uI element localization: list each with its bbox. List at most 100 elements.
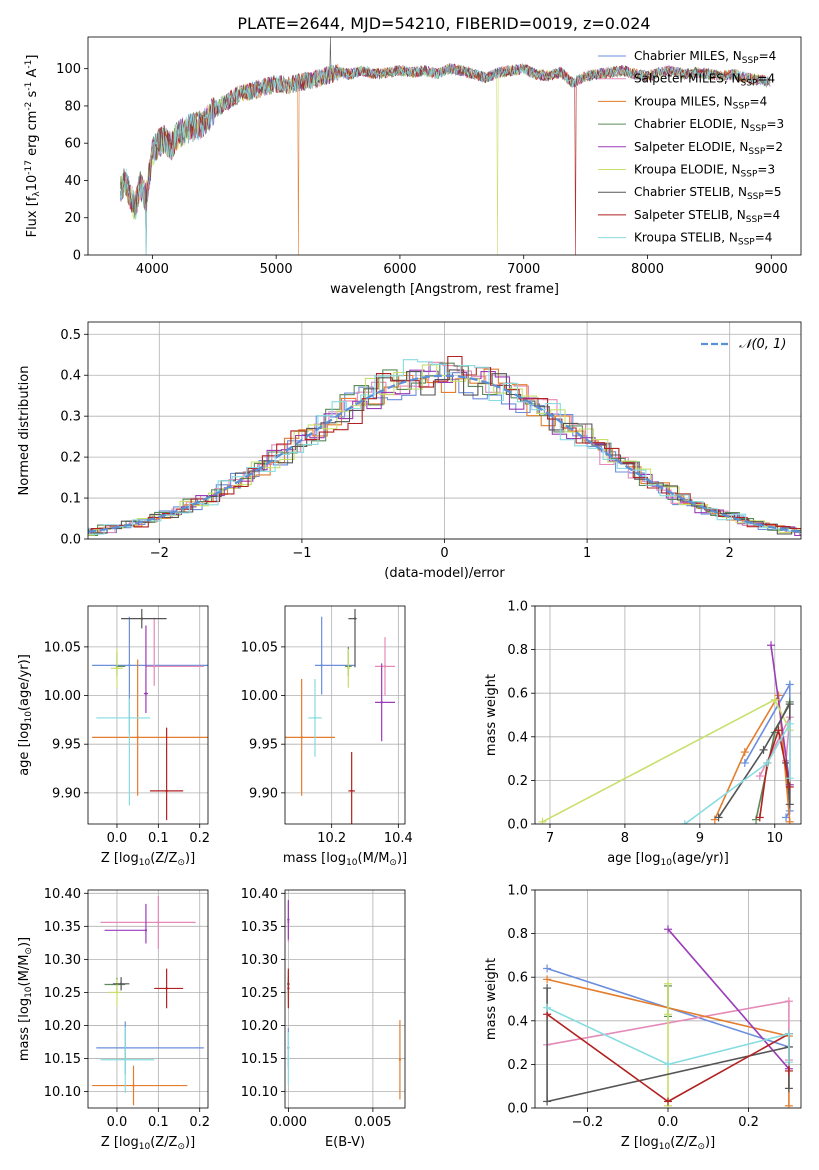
y-tick-label: 0.1 bbox=[60, 492, 81, 507]
errorbars bbox=[285, 608, 395, 824]
y-tick-label: 10.25 bbox=[241, 986, 278, 1001]
y-tick-label: 10.05 bbox=[241, 640, 278, 655]
y-tick-label: 10.35 bbox=[241, 920, 278, 935]
spectrum-series-line bbox=[119, 63, 771, 255]
data-point bbox=[313, 716, 317, 720]
data-point bbox=[144, 692, 148, 695]
weight-series-line bbox=[667, 928, 790, 1070]
y-tick-label: 10.40 bbox=[44, 887, 81, 902]
y-tick-label: 0.8 bbox=[507, 643, 528, 658]
y-tick-label: 10.25 bbox=[44, 986, 81, 1001]
spectrum-series-line bbox=[119, 63, 771, 255]
y-tick-label: 10.00 bbox=[44, 689, 81, 704]
x-tick-label: −0.2 bbox=[572, 1115, 604, 1130]
data-point bbox=[132, 1084, 135, 1087]
y-tick-label: 0.3 bbox=[60, 410, 81, 425]
y-tick-label: 0.4 bbox=[507, 1014, 528, 1029]
data-point bbox=[287, 1057, 290, 1060]
panel-age-vs-Z: 0.0 0.1 0.2 9.90 9.95 10.00 10.05 Z [log10(Z/Z⊙… bbox=[17, 605, 210, 868]
legend-label: Kroupa STELIB, NSSP=4 bbox=[634, 231, 772, 248]
y-tick-label: 9.95 bbox=[249, 738, 278, 753]
y-tick-label: 9.90 bbox=[52, 786, 81, 801]
x-tick-label: 10.4 bbox=[384, 831, 413, 846]
x-tick-label: 8 bbox=[621, 831, 629, 846]
weight-lines bbox=[543, 925, 793, 1108]
weight-series-line bbox=[542, 698, 791, 823]
x-tick-label: 0.1 bbox=[148, 1115, 169, 1130]
x-tick-label: 0.0 bbox=[107, 1115, 128, 1130]
y-tick-label: 1.0 bbox=[507, 600, 528, 615]
y-tick-label: 0.2 bbox=[507, 774, 528, 789]
y-tick-label: 60 bbox=[64, 137, 81, 152]
x-tick-label: 4000 bbox=[136, 262, 169, 277]
y-tick-label: 10.30 bbox=[44, 953, 81, 968]
y-tick-label: 0.5 bbox=[60, 328, 81, 343]
y-tick-label: 0.8 bbox=[507, 927, 528, 942]
x-tick-label: 10.2 bbox=[317, 831, 346, 846]
y-tick-label: 0.6 bbox=[507, 971, 528, 986]
data-point bbox=[287, 918, 290, 921]
data-point bbox=[165, 987, 168, 990]
data-point bbox=[119, 982, 123, 986]
legend-label: Salpeter ELODIE, NSSP=2 bbox=[634, 140, 783, 157]
y-tick-label: 0.6 bbox=[507, 687, 528, 702]
data-point bbox=[380, 701, 383, 704]
spectrum-lines bbox=[119, 37, 771, 255]
spectrum-series-line bbox=[119, 64, 771, 255]
y-tick-label: 10.05 bbox=[44, 640, 81, 655]
panel-mass-vs-ebv: 0.000 0.005 10.10 10.15 10.20 10.25 10.30 10.35… bbox=[241, 887, 406, 1150]
data-point bbox=[347, 667, 350, 670]
x-tick-label: 0.0 bbox=[658, 1115, 679, 1130]
x-tick-label: 7 bbox=[546, 831, 554, 846]
y-tick-label: 10.20 bbox=[44, 1019, 81, 1034]
errorbars bbox=[92, 608, 208, 821]
data-point bbox=[124, 1058, 127, 1061]
data-point bbox=[157, 921, 160, 924]
y-tick-label: 0.4 bbox=[507, 730, 528, 745]
y-tick-label: 0.0 bbox=[507, 1102, 528, 1117]
axes-frame bbox=[87, 321, 802, 540]
data-point bbox=[287, 987, 290, 990]
y-tick-label: 0.2 bbox=[507, 1058, 528, 1073]
y-tick-label: 20 bbox=[64, 211, 81, 226]
x-tick-label: −2 bbox=[150, 546, 169, 561]
x-tick-label: 0 bbox=[440, 546, 448, 561]
weight-series-line bbox=[714, 692, 791, 822]
x-axis-label: (data-model)/error bbox=[384, 566, 505, 581]
y-tick-label: 10.15 bbox=[44, 1052, 81, 1067]
y-axis-label: Normed distribution bbox=[17, 366, 32, 496]
panel-weight-vs-age: 7 8 9 10 0.0 0.2 0.4 0.6 0.8 1.0 age [log10(age/yr… bbox=[484, 600, 802, 868]
errorbars bbox=[92, 895, 204, 1106]
y-tick-label: 80 bbox=[64, 99, 81, 114]
axes-frame bbox=[87, 605, 209, 825]
y-tick-label: 10.10 bbox=[44, 1085, 81, 1100]
x-tick-label: −1 bbox=[292, 546, 311, 561]
panel-age-vs-mass: 10.2 10.4 9.90 9.95 10.00 10.05 mass [log10(M/… bbox=[241, 605, 413, 868]
data-point bbox=[165, 789, 168, 793]
legend-label: Chabrier ELODIE, NSSP=3 bbox=[634, 117, 784, 134]
y-tick-label: 1.0 bbox=[507, 884, 528, 899]
x-axis-label: age [log10(age/yr)] bbox=[607, 851, 729, 868]
axes-frame bbox=[284, 605, 406, 825]
legend-label: Kroupa ELODIE, NSSP=3 bbox=[634, 163, 775, 180]
histogram-lines bbox=[88, 355, 801, 537]
y-axis-label: mass weight bbox=[484, 674, 499, 756]
y-tick-label: 0.0 bbox=[507, 818, 528, 833]
weight-lines bbox=[538, 641, 794, 824]
y-tick-label: 10.40 bbox=[241, 887, 278, 902]
data-point bbox=[128, 664, 131, 667]
data-point bbox=[153, 665, 156, 668]
x-tick-label: 7000 bbox=[507, 262, 540, 277]
histogram-series bbox=[88, 355, 801, 534]
legend-label: Kroupa MILES, NSSP=4 bbox=[634, 94, 767, 111]
legend-label: 𝒩(0, 1) bbox=[739, 337, 786, 352]
y-tick-label: 9.95 bbox=[52, 738, 81, 753]
data-point bbox=[353, 617, 357, 620]
y-tick-label: 0.0 bbox=[60, 533, 81, 548]
panel-weight-vs-Z: −0.2 0.0 0.2 0.0 0.2 0.4 0.6 0.8 1.0 Z [log10(Z/Z… bbox=[484, 884, 802, 1152]
spectrum-legend: Chabrier MILES, NSSP=4 Salpeter MILES, NS… bbox=[598, 49, 784, 248]
x-axis-label: mass [log10(M/M⊙)] bbox=[283, 851, 407, 868]
x-axis-label: Z [log10(Z/Z⊙)] bbox=[101, 1135, 195, 1152]
weight-series-line bbox=[546, 1006, 790, 1066]
